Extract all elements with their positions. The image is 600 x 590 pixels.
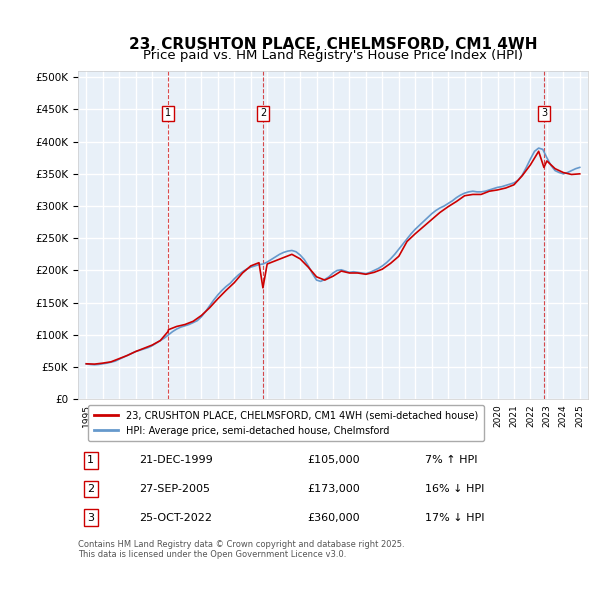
Text: 2: 2 bbox=[87, 484, 94, 494]
Text: 3: 3 bbox=[87, 513, 94, 523]
Text: 7% ↑ HPI: 7% ↑ HPI bbox=[425, 455, 478, 466]
Text: 2: 2 bbox=[260, 109, 266, 119]
Legend: 23, CRUSHTON PLACE, CHELMSFORD, CM1 4WH (semi-detached house), HPI: Average pric: 23, CRUSHTON PLACE, CHELMSFORD, CM1 4WH … bbox=[88, 405, 484, 441]
Text: 17% ↓ HPI: 17% ↓ HPI bbox=[425, 513, 484, 523]
Text: Contains HM Land Registry data © Crown copyright and database right 2025.
This d: Contains HM Land Registry data © Crown c… bbox=[78, 539, 404, 559]
Text: £360,000: £360,000 bbox=[308, 513, 360, 523]
Text: 16% ↓ HPI: 16% ↓ HPI bbox=[425, 484, 484, 494]
Text: 1: 1 bbox=[165, 109, 171, 119]
Text: 25-OCT-2022: 25-OCT-2022 bbox=[139, 513, 212, 523]
Text: £105,000: £105,000 bbox=[308, 455, 360, 466]
Text: Price paid vs. HM Land Registry's House Price Index (HPI): Price paid vs. HM Land Registry's House … bbox=[143, 49, 523, 62]
Text: 3: 3 bbox=[541, 109, 547, 119]
Text: 23, CRUSHTON PLACE, CHELMSFORD, CM1 4WH: 23, CRUSHTON PLACE, CHELMSFORD, CM1 4WH bbox=[129, 37, 537, 52]
Text: 27-SEP-2005: 27-SEP-2005 bbox=[139, 484, 210, 494]
Text: £173,000: £173,000 bbox=[308, 484, 360, 494]
Text: 1: 1 bbox=[87, 455, 94, 466]
Text: 21-DEC-1999: 21-DEC-1999 bbox=[139, 455, 213, 466]
